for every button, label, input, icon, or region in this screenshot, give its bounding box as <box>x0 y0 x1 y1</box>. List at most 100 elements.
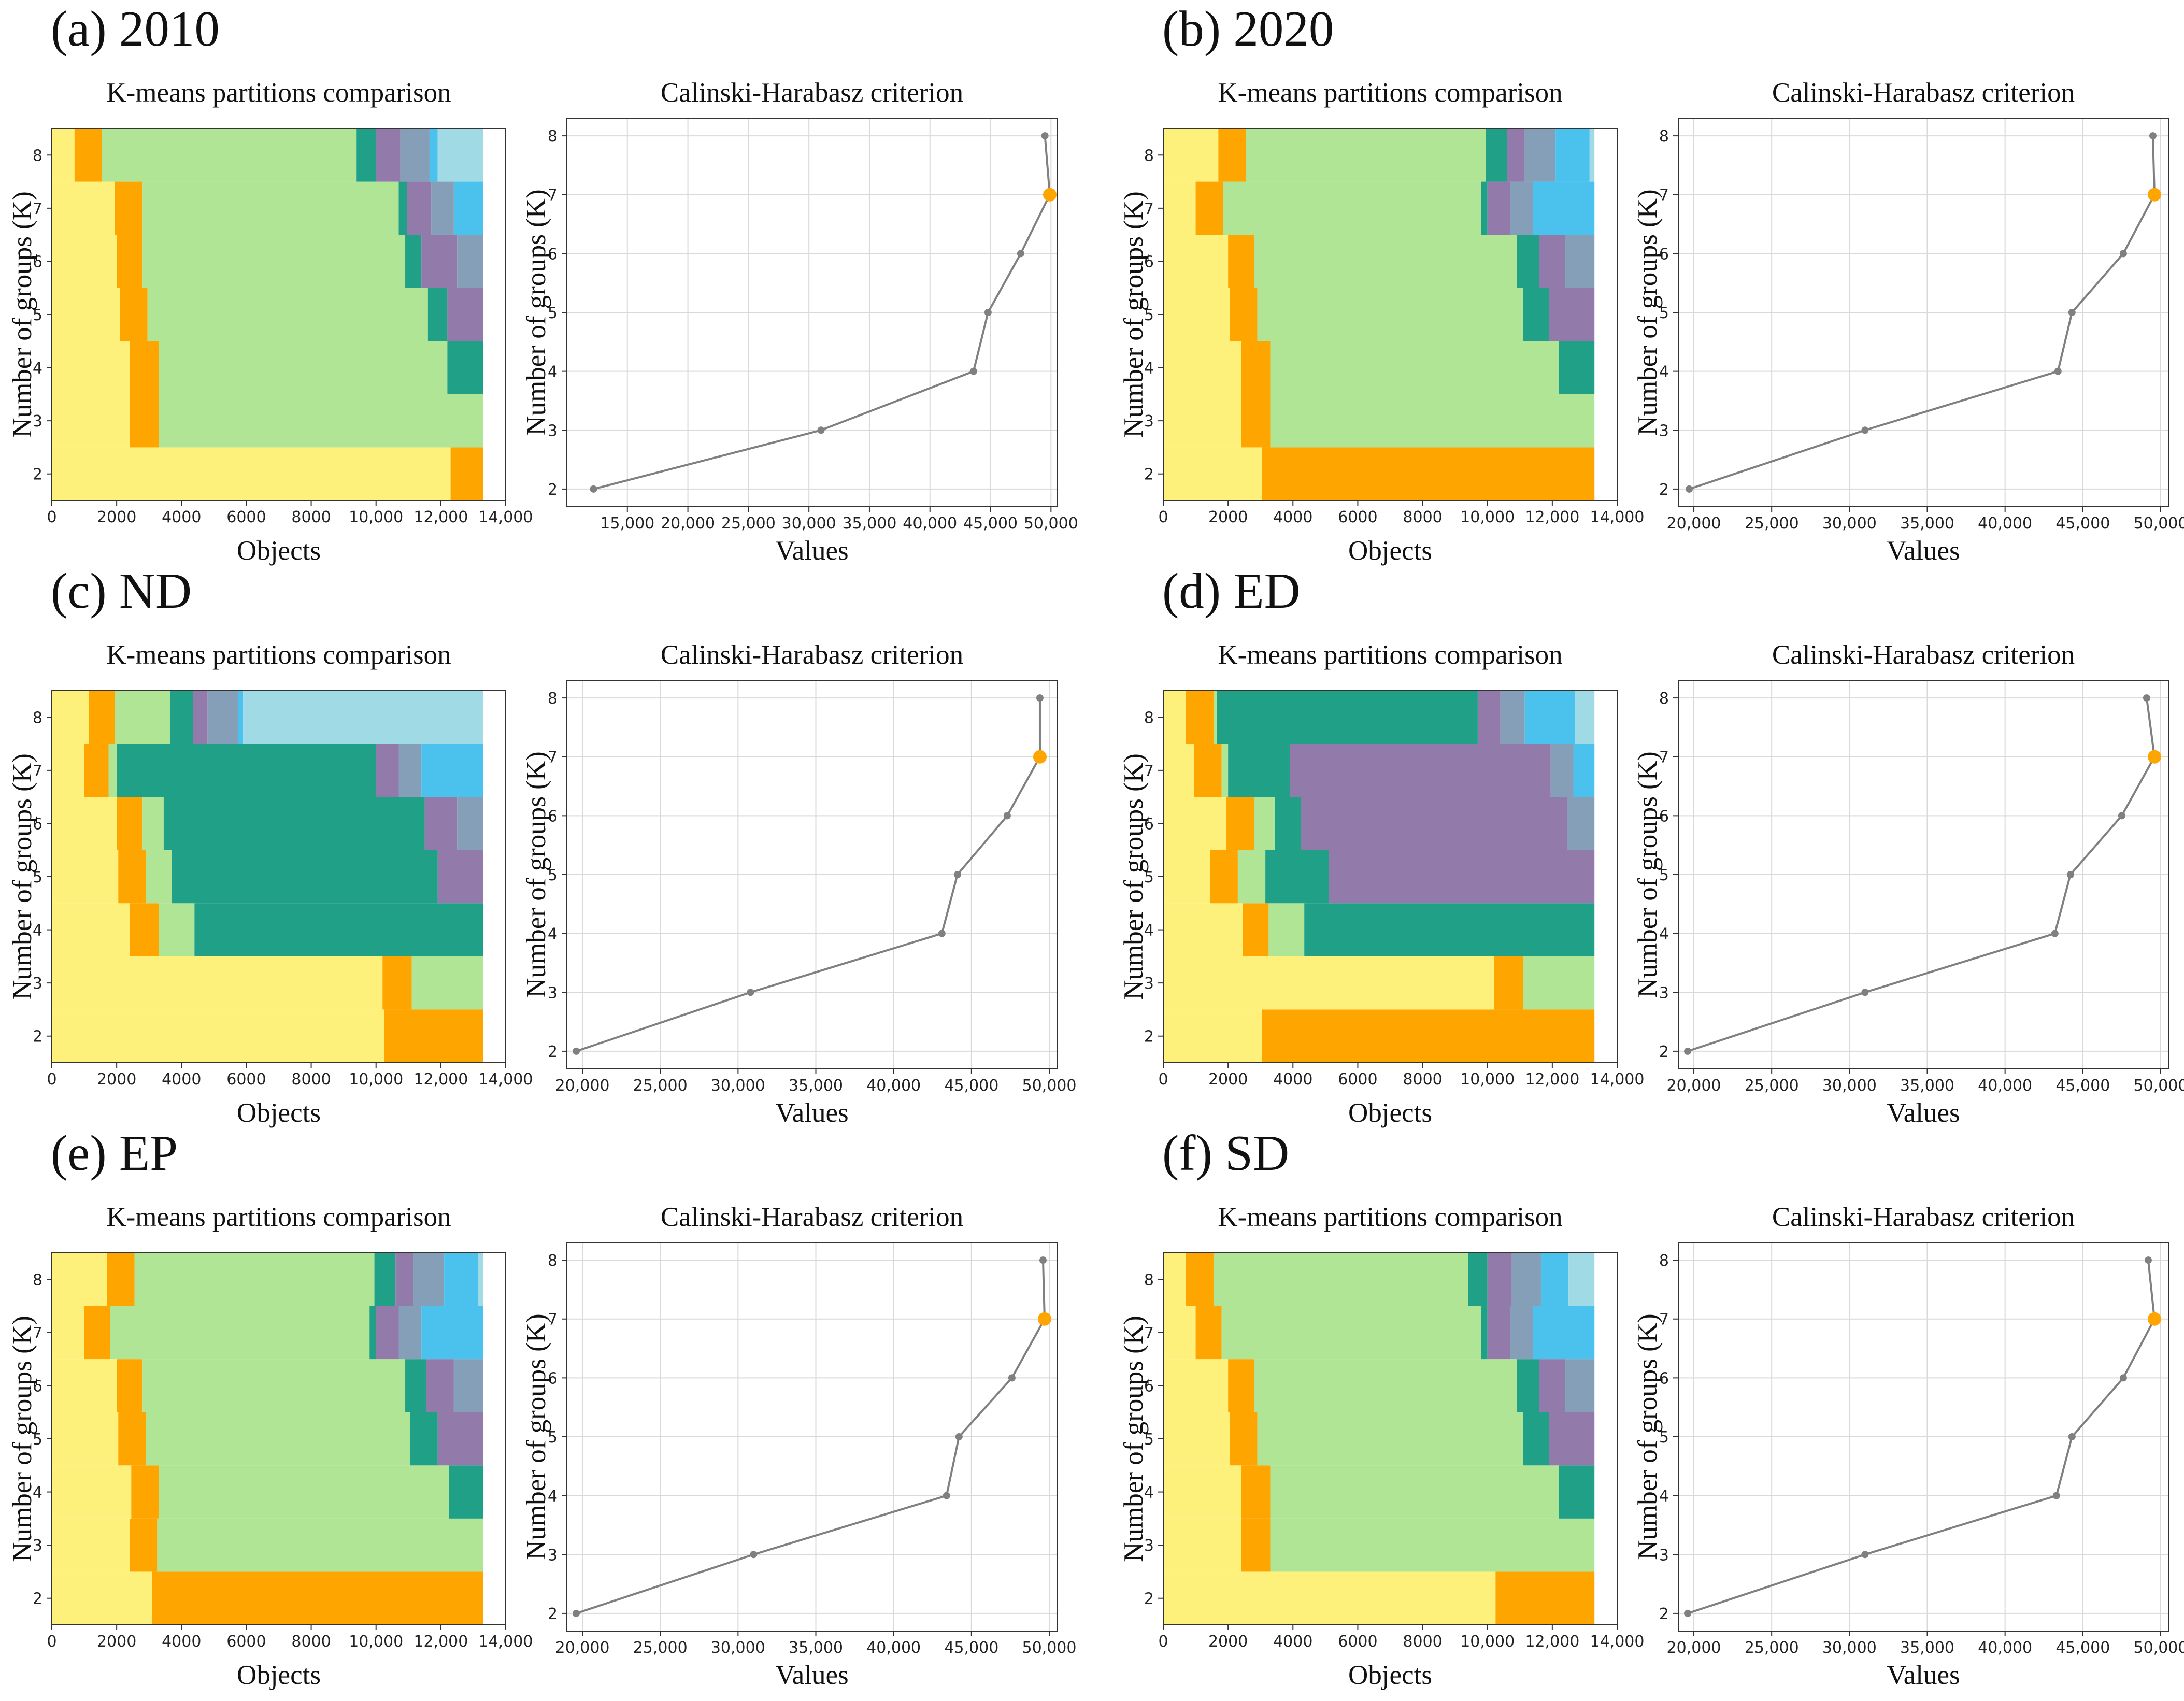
x-tick-label: 40,000 <box>866 1639 921 1657</box>
y-tick-label: 4 <box>33 922 42 940</box>
partition-segment <box>453 1359 483 1412</box>
partition-segment <box>1477 691 1501 744</box>
partition-segment <box>157 1518 483 1572</box>
partition-segment <box>1487 1253 1512 1306</box>
y-tick-label: 5 <box>1659 304 1669 322</box>
partition-segment <box>117 235 143 288</box>
partition-row-k3 <box>1163 1518 1595 1572</box>
partition-segment <box>1524 691 1575 744</box>
y-tick-label: 7 <box>548 187 558 205</box>
criterion-title: Calinski-Harabasz criterion <box>1772 78 2075 108</box>
partition-segment <box>1468 1253 1488 1306</box>
partition-segment <box>398 1306 422 1360</box>
partition-segment <box>450 447 483 501</box>
partition-row-k5 <box>52 1412 483 1466</box>
data-point <box>1861 1551 1869 1559</box>
criterion-x-label: Values <box>1887 1660 1960 1690</box>
partition-segment <box>1163 235 1229 288</box>
x-tick-label: 2000 <box>97 1070 136 1089</box>
y-tick-label: 8 <box>1144 709 1154 727</box>
x-tick-label: 35,000 <box>789 1639 843 1657</box>
partition-row-k3 <box>52 394 483 448</box>
partition-segment <box>52 341 130 394</box>
panel-2: (b) 2020 0 2000 4000 6000 8000 10,000 12,000 14,… <box>1119 1 2184 566</box>
data-point <box>747 989 754 996</box>
y-tick-label: 8 <box>548 1252 558 1270</box>
data-point <box>573 1609 580 1617</box>
partition-segment <box>159 1465 449 1519</box>
criterion-x-label: Values <box>775 1098 848 1128</box>
y-tick-label: 3 <box>1144 1537 1154 1555</box>
data-point <box>943 1492 950 1499</box>
partition-y-label: Number of groups (K) <box>7 191 37 437</box>
partition-chart: 0 2000 4000 6000 8000 10,000 12,000 14,000 2 3 4 5 6… <box>1119 1202 1644 1690</box>
criterion-y-label: Number of groups (K) <box>521 189 551 435</box>
partition-title: K-means partitions comparison <box>106 78 451 108</box>
partition-segment <box>1163 1306 1196 1360</box>
y-tick-label: 2 <box>33 1028 42 1046</box>
partition-segment <box>1290 744 1551 797</box>
criterion-title: Calinski-Harabasz criterion <box>661 640 963 670</box>
partition-segment <box>413 1253 445 1306</box>
partition-segment <box>1567 797 1595 850</box>
partition-segment <box>421 235 458 288</box>
partition-segment <box>159 341 448 394</box>
partition-row-k5 <box>52 850 483 904</box>
partition-segment <box>1163 850 1210 904</box>
partition-title: K-means partitions comparison <box>106 640 451 670</box>
partition-segment <box>146 850 172 904</box>
y-tick-label: 3 <box>33 412 42 431</box>
partition-segment <box>1163 394 1241 448</box>
x-tick-label: 2000 <box>1208 1070 1248 1089</box>
partition-segment <box>52 1518 130 1572</box>
partition-row-k4 <box>52 903 483 956</box>
panel-3: (c) ND 0 2000 4000 6000 8000 10,000 12,000 14,00… <box>7 563 1076 1128</box>
partition-segment <box>102 128 357 182</box>
criterion-y-label: Number of groups (K) <box>1633 1313 1663 1560</box>
data-point <box>817 426 825 434</box>
partition-segment <box>117 744 376 797</box>
partition-segment <box>108 744 117 797</box>
data-point <box>1686 485 1693 493</box>
partition-segment <box>142 181 399 235</box>
y-tick-label: 3 <box>548 422 558 440</box>
partition-segment <box>1218 128 1246 182</box>
partition-segment <box>118 1412 146 1466</box>
x-tick-label: 25,000 <box>721 514 776 533</box>
partition-segment <box>424 797 458 850</box>
partition-segment <box>1511 1253 1541 1306</box>
partition-segment <box>1163 1253 1186 1306</box>
criterion-chart: 20,000 25,000 30,000 35,000 40,000 45,000 50,0… <box>1633 78 2184 566</box>
partition-segment <box>437 850 483 904</box>
partition-row-k8 <box>1163 691 1595 744</box>
partition-segment <box>243 691 483 744</box>
data-point <box>1039 1256 1047 1264</box>
partition-segment <box>1486 128 1507 182</box>
criterion-chart: 20,000 25,000 30,000 35,000 40,000 45,000 50,0… <box>521 640 1076 1128</box>
partition-segment <box>1559 1465 1595 1519</box>
x-tick-label: 14,000 <box>1590 1070 1645 1089</box>
y-tick-label: 3 <box>1659 984 1669 1002</box>
partition-segment <box>1163 691 1186 744</box>
criterion-chart: 20,000 25,000 30,000 35,000 40,000 45,000 50,0… <box>1633 1202 2184 1690</box>
data-point <box>1036 694 1044 702</box>
y-tick-label: 7 <box>548 1311 558 1329</box>
partition-segment <box>1163 181 1196 235</box>
data-point <box>2051 930 2059 937</box>
partition-row-k3 <box>52 1518 483 1572</box>
partition-segment <box>457 797 483 850</box>
partition-segment <box>1195 181 1223 235</box>
y-tick-label: 6 <box>548 245 558 263</box>
y-tick-label: 7 <box>1144 1324 1154 1342</box>
partition-segment <box>411 956 483 1010</box>
partition-row-k8 <box>52 1253 483 1306</box>
partition-segment <box>1257 288 1523 341</box>
partition-segment <box>142 797 164 850</box>
partition-segment <box>1539 235 1565 288</box>
partition-segment <box>400 128 430 182</box>
y-tick-label: 3 <box>1144 975 1154 993</box>
partition-segment <box>1533 1306 1595 1360</box>
x-tick-label: 35,000 <box>789 1077 843 1095</box>
y-tick-label: 5 <box>1144 868 1154 887</box>
